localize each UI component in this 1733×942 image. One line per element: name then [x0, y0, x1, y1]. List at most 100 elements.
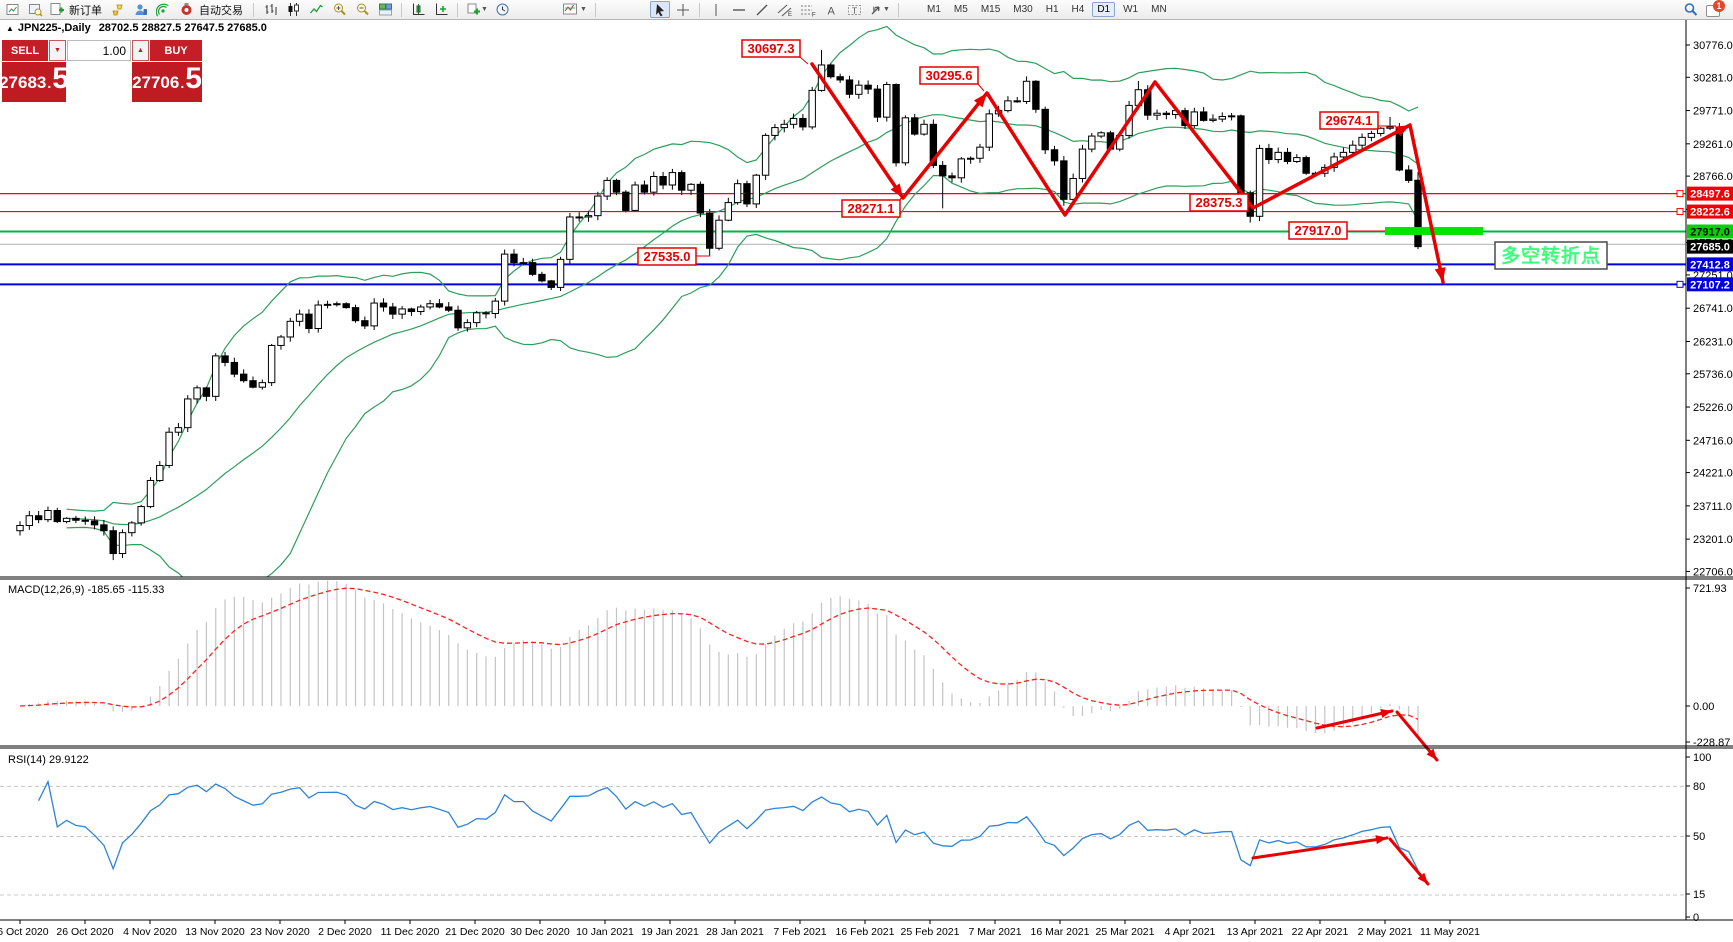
volume-decrease-button[interactable]: ▼ [49, 40, 66, 61]
zoom-in-button[interactable] [329, 1, 349, 18]
chart-profile-button[interactable] [25, 1, 45, 18]
contacts-icon[interactable] [130, 1, 150, 18]
auto-trading-label[interactable]: 自动交易 [199, 4, 243, 17]
candle-129 [1218, 115, 1226, 120]
price-scale[interactable]: 30776.030281.029771.029261.028766.028256… [1676, 40, 1733, 578]
date-axis[interactable]: 16 Oct 2020 26 Oct 2020 4 Nov 2020 13 Nov 2… [0, 920, 1480, 938]
cursor-tool-button[interactable] [650, 1, 670, 18]
symbol-ohlc: 28702.5 28827.5 27647.5 27685.0 [98, 22, 267, 34]
candle-4 [53, 509, 61, 523]
timeframe-button-W1[interactable]: W1 [1123, 4, 1139, 15]
vertical-line-tool[interactable] [706, 1, 726, 18]
bollinger-upper [66, 25, 1419, 512]
signal-icon[interactable] [153, 1, 173, 18]
hline-handle[interactable] [1676, 190, 1684, 198]
hline-handle[interactable] [1676, 280, 1684, 288]
candle-138 [1302, 157, 1310, 174]
candle-94 [892, 84, 900, 164]
trendline-tool[interactable] [752, 1, 772, 18]
scale-label: 15 [1693, 889, 1705, 901]
timeframe-button-M1[interactable]: M1 [927, 4, 941, 15]
candle-11 [118, 532, 127, 555]
candle-40 [389, 306, 397, 315]
candle-88 [836, 76, 844, 81]
candle-32 [314, 304, 322, 329]
zoom-out-button[interactable] [352, 1, 372, 18]
crosshair-tool-button[interactable] [673, 1, 693, 18]
candle-101 [957, 158, 966, 179]
note-box[interactable]: 多空转折点 [1494, 241, 1608, 270]
candle-122 [1153, 112, 1161, 116]
rsi-value: 29.9122 [48, 754, 89, 766]
candle-22 [221, 355, 229, 363]
hline-handle[interactable] [1676, 208, 1684, 216]
new-order-label[interactable]: 新订单 [69, 4, 102, 17]
candle-1 [25, 515, 34, 526]
macd-signal-line [19, 587, 1419, 728]
text-label-tool[interactable]: T [844, 1, 864, 18]
search-icon[interactable] [1681, 1, 1701, 18]
timeframe-button-H4[interactable]: H4 [1071, 4, 1085, 15]
collapse-triangle-icon[interactable]: ▲ [6, 24, 14, 33]
price-annotation-labels[interactable]: 30697.3 30295.6 29674.1 28271.1 28375.3 27917… [637, 39, 1396, 266]
horizontal-line-tool[interactable] [729, 1, 749, 18]
symbol-bar[interactable]: ▲ JPN225-,Daily 28702.5 28827.5 27647.5 27… [6, 22, 267, 34]
add-indicator-button[interactable]: ▼ [464, 1, 490, 18]
candle-67 [640, 184, 649, 193]
timeframe-button-M30[interactable]: M30 [1013, 4, 1033, 15]
indicators-button[interactable] [408, 1, 428, 18]
volume-input[interactable] [67, 40, 131, 61]
candle-39 [379, 302, 388, 308]
trend-zigzag-arrows[interactable] [810, 62, 1446, 284]
candle-142 [1339, 151, 1348, 158]
auto-trading-button[interactable] [176, 1, 196, 18]
date-tick-label: 4 Apr 2021 [1165, 926, 1216, 938]
sell-price[interactable]: 27683. 5 [0, 62, 69, 102]
text-tool[interactable]: A [821, 1, 841, 18]
fibonacci-tool[interactable]: F [798, 1, 818, 18]
price-tick-label: 23711.0 [1693, 501, 1732, 513]
date-tick-label: 11 May 2021 [1420, 926, 1480, 938]
price-label-box-27535.0 [637, 247, 697, 266]
price-badge-27412.8: 27412.8 [1690, 259, 1730, 271]
candle-145 [1367, 132, 1376, 138]
arrows-tool[interactable]: ▼ [867, 1, 892, 18]
templates-button[interactable]: ▼ [560, 1, 589, 18]
macd-annotation-arrows[interactable] [1315, 709, 1439, 762]
period-clock-button[interactable] [493, 1, 513, 18]
candle-56 [538, 273, 546, 282]
timeframe-button-M5[interactable]: M5 [953, 4, 968, 15]
candle-144 [1358, 136, 1366, 146]
new-chart-button[interactable] [2, 1, 22, 18]
timeframe-button-M15[interactable]: M15 [980, 4, 1001, 15]
gold-symbols-icon[interactable] [107, 1, 127, 18]
buy-price[interactable]: 27706. 5 [132, 62, 202, 102]
bar-chart-type-button[interactable] [260, 1, 280, 18]
symbol-title: JPN225-,Daily [17, 22, 91, 34]
one-click-trade-panel: SELL ▼ ▲ BUY 27683.5 27706.5 [0, 40, 202, 102]
candle-14 [146, 479, 155, 508]
tile-windows-button[interactable] [375, 1, 395, 18]
macd-label: MACD(12,26,9) -185.65 -115.33 [8, 584, 165, 596]
volume-increase-button[interactable]: ▲ [132, 40, 149, 61]
candle-25 [249, 380, 257, 388]
buy-button[interactable]: BUY [150, 40, 202, 61]
timeframe-button-H1[interactable]: H1 [1045, 4, 1059, 15]
rsi-annotation-arrows[interactable] [1251, 835, 1430, 886]
price-badge-28222.6: 28222.6 [1690, 207, 1730, 219]
candlestick-type-button[interactable] [283, 1, 303, 18]
date-tick-label: 10 Jan 2021 [576, 926, 634, 938]
candle-103 [976, 146, 984, 159]
new-order-button[interactable] [46, 1, 66, 18]
notifications-icon[interactable]: 1 [1704, 0, 1725, 18]
sell-button[interactable]: SELL [2, 40, 48, 61]
timeframe-button-D1[interactable]: D1 [1092, 2, 1116, 17]
timeframe-button-MN[interactable]: MN [1151, 4, 1167, 15]
price-badge-27917.0: 27917.0 [1690, 226, 1730, 238]
candle-97 [920, 123, 928, 135]
equidistant-channel-tool[interactable]: E [775, 1, 795, 18]
line-chart-type-button[interactable] [306, 1, 326, 18]
indicator-windows-button[interactable] [431, 1, 451, 18]
note-box-text: 多空转折点 [1501, 244, 1601, 267]
